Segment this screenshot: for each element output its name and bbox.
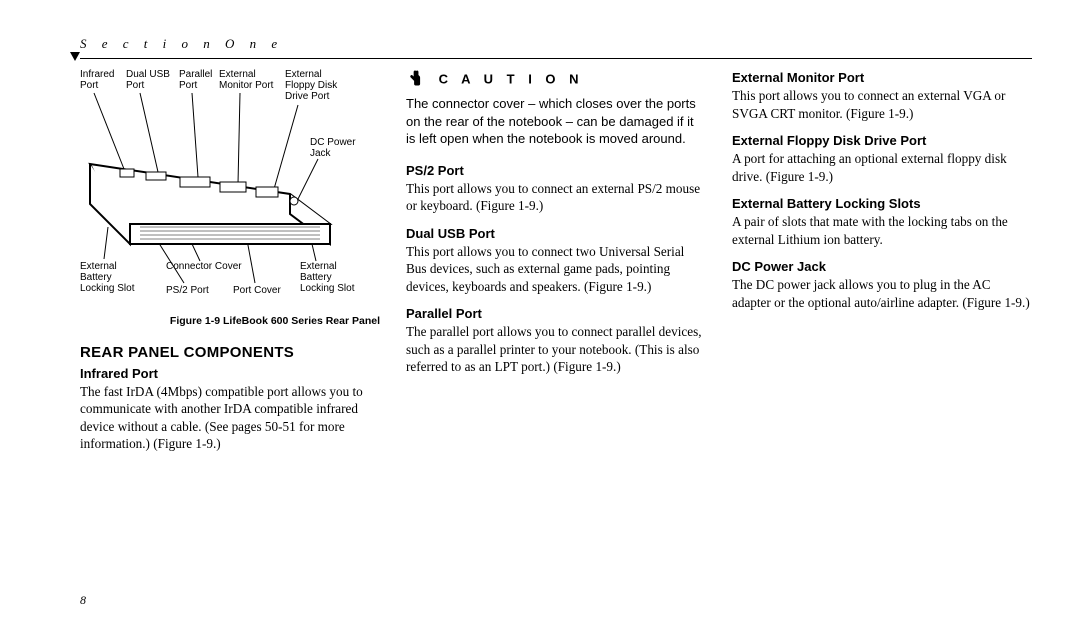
fig-label-ps2: PS/2 Port <box>166 285 209 296</box>
caution-title-text: C A U T I O N <box>439 72 584 87</box>
ext-monitor-text: This port allows you to connect an exter… <box>732 87 1032 122</box>
fig-label-dc-power: DC Power Jack <box>310 137 356 159</box>
dual-usb-text: This port allows you to connect two Univ… <box>406 243 706 295</box>
fig-label-ext-monitor: External Monitor Port <box>219 69 273 91</box>
caution-block: C A U T I O N The connector cover – whic… <box>406 69 706 148</box>
fig-label-parallel: Parallel Port <box>179 69 212 91</box>
fig-label-ext-floppy: External Floppy Disk Drive Port <box>285 69 337 102</box>
dc-power-text: The DC power jack allows you to plug in … <box>732 276 1032 311</box>
fig-label-infrared: Infrared Port <box>80 69 114 91</box>
fig-label-dual-usb: Dual USB Port <box>126 69 170 91</box>
parallel-heading: Parallel Port <box>406 305 706 322</box>
column-3: External Monitor Port This port allows y… <box>732 69 1032 459</box>
fig-label-ext-batt-right: External Battery Locking Slot <box>300 261 354 294</box>
caution-hand-icon <box>406 69 424 91</box>
section-header: S e c t i o n O n e <box>80 36 1032 59</box>
figure-caption: Figure 1-9 LifeBook 600 Series Rear Pane… <box>80 315 380 329</box>
caution-body-text: The connector cover – which closes over … <box>406 95 706 148</box>
ext-monitor-heading: External Monitor Port <box>732 69 1032 86</box>
infrared-port-text: The fast IrDA (4Mbps) compatible port al… <box>80 383 380 453</box>
fig-label-conn-cover: Connector Cover <box>166 261 242 272</box>
ext-batt-text: A pair of slots that mate with the locki… <box>732 213 1032 248</box>
page: S e c t i o n O n e Infrared Port Dual U… <box>0 0 1080 630</box>
fig-label-port-cover: Port Cover <box>233 285 281 296</box>
content-columns: Infrared Port Dual USB Port Parallel Por… <box>80 69 1032 459</box>
rear-panel-heading: REAR PANEL COMPONENTS <box>80 343 380 363</box>
ext-floppy-text: A port for attaching an optional externa… <box>732 150 1032 185</box>
ps2-heading: PS/2 Port <box>406 162 706 179</box>
page-number: 8 <box>80 593 86 608</box>
ps2-text: This port allows you to connect an exter… <box>406 180 706 215</box>
column-1: Infrared Port Dual USB Port Parallel Por… <box>80 69 380 459</box>
infrared-port-heading: Infrared Port <box>80 365 380 382</box>
header-triangle-icon <box>70 52 80 61</box>
fig-label-ext-batt-left: External Battery Locking Slot <box>80 261 134 294</box>
ext-floppy-heading: External Floppy Disk Drive Port <box>732 132 1032 149</box>
dc-power-heading: DC Power Jack <box>732 258 1032 275</box>
ext-batt-heading: External Battery Locking Slots <box>732 195 1032 212</box>
parallel-text: The parallel port allows you to connect … <box>406 323 706 375</box>
column-2: C A U T I O N The connector cover – whic… <box>406 69 706 459</box>
dual-usb-heading: Dual USB Port <box>406 225 706 242</box>
rear-panel-figure: Infrared Port Dual USB Port Parallel Por… <box>80 69 380 309</box>
